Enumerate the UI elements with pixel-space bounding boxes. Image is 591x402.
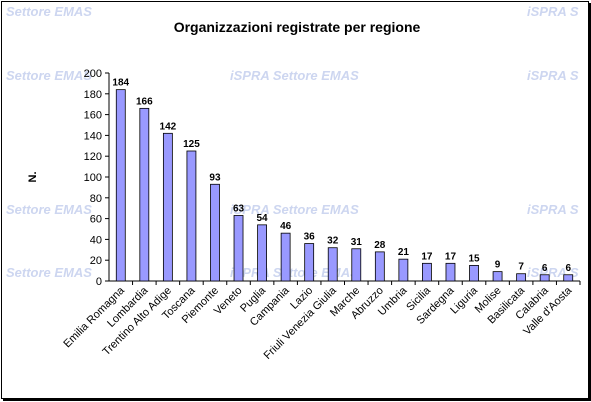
chart-title: Organizzazioni registrate per regione <box>174 19 421 35</box>
watermark-text: Settore EMAS <box>6 4 92 19</box>
data-label: 166 <box>136 96 153 107</box>
bars <box>115 89 581 285</box>
data-label: 21 <box>398 247 410 258</box>
bar <box>304 243 315 282</box>
y-tick-label: 140 <box>84 130 102 142</box>
y-axis-label: N. <box>27 172 39 183</box>
bar <box>115 89 126 282</box>
watermark-text: iSPRA S <box>527 68 579 83</box>
bar <box>469 264 479 282</box>
bar <box>516 273 527 282</box>
bar <box>327 247 338 282</box>
bar <box>539 274 550 282</box>
y-tick-label: 0 <box>96 276 102 288</box>
data-label: 6 <box>542 263 548 274</box>
y-tick-label: 180 <box>84 89 102 101</box>
data-label: 15 <box>468 253 480 264</box>
watermark-text: iSPRA Settore EMAS <box>230 265 359 280</box>
data-label: 142 <box>160 121 177 132</box>
data-label: 46 <box>280 221 292 232</box>
data-label: 17 <box>445 251 457 262</box>
bar <box>563 274 574 282</box>
y-tick-label: 60 <box>90 214 102 226</box>
data-label: 93 <box>209 172 221 183</box>
watermark-text: Settore EMAS <box>6 265 92 280</box>
y-tick-label: 80 <box>90 193 102 205</box>
data-labels: 184 166 142 125 93 63 54 46 36 32 31 28 21 17 17 15 9 7 6 6 <box>112 78 571 274</box>
watermark-text: iSPRA S <box>527 202 579 217</box>
data-label: 36 <box>304 232 316 243</box>
bar <box>492 271 503 282</box>
data-label: 32 <box>327 236 339 247</box>
data-label: 9 <box>495 260 501 271</box>
bar-chart: Settore EMAS iSPRA S Settore EMAS iSPRA … <box>6 4 581 362</box>
data-label: 6 <box>565 263 571 274</box>
bar <box>280 232 291 282</box>
bar <box>398 258 409 282</box>
bar <box>233 215 244 282</box>
y-tick-label: 100 <box>84 172 102 184</box>
y-tick-label: 120 <box>84 151 102 163</box>
y-tick-label: 20 <box>90 255 102 267</box>
y-ticks: 0 20 40 60 80 100 120 140 160 180 200 <box>84 68 109 288</box>
bar <box>186 150 197 282</box>
watermark-text: iSPRA Settore EMAS <box>230 202 359 217</box>
bar <box>351 248 362 282</box>
y-tick-label: 40 <box>90 234 102 246</box>
watermark-text: iSPRA Settore EMAS <box>230 68 359 83</box>
watermark-text: Settore EMAS <box>6 202 92 217</box>
bar <box>162 132 173 282</box>
bar <box>422 262 432 282</box>
data-label: 54 <box>257 213 269 224</box>
y-tick-label: 200 <box>84 68 102 80</box>
bar <box>139 107 150 282</box>
bar <box>210 183 220 282</box>
data-label: 7 <box>518 262 524 273</box>
data-label: 184 <box>112 78 129 89</box>
data-label: 63 <box>233 203 245 214</box>
bar <box>445 262 456 282</box>
data-label: 17 <box>421 251 433 262</box>
watermark-layer: Settore EMAS iSPRA S Settore EMAS iSPRA … <box>6 4 579 280</box>
data-label: 28 <box>374 240 386 251</box>
data-label: 31 <box>351 237 363 248</box>
watermark-text: iSPRA S <box>527 4 579 19</box>
y-tick-label: 160 <box>84 110 102 122</box>
watermark-text: Settore EMAS <box>6 68 92 83</box>
bar <box>374 251 385 282</box>
bar <box>257 224 267 282</box>
data-label: 125 <box>183 139 200 150</box>
